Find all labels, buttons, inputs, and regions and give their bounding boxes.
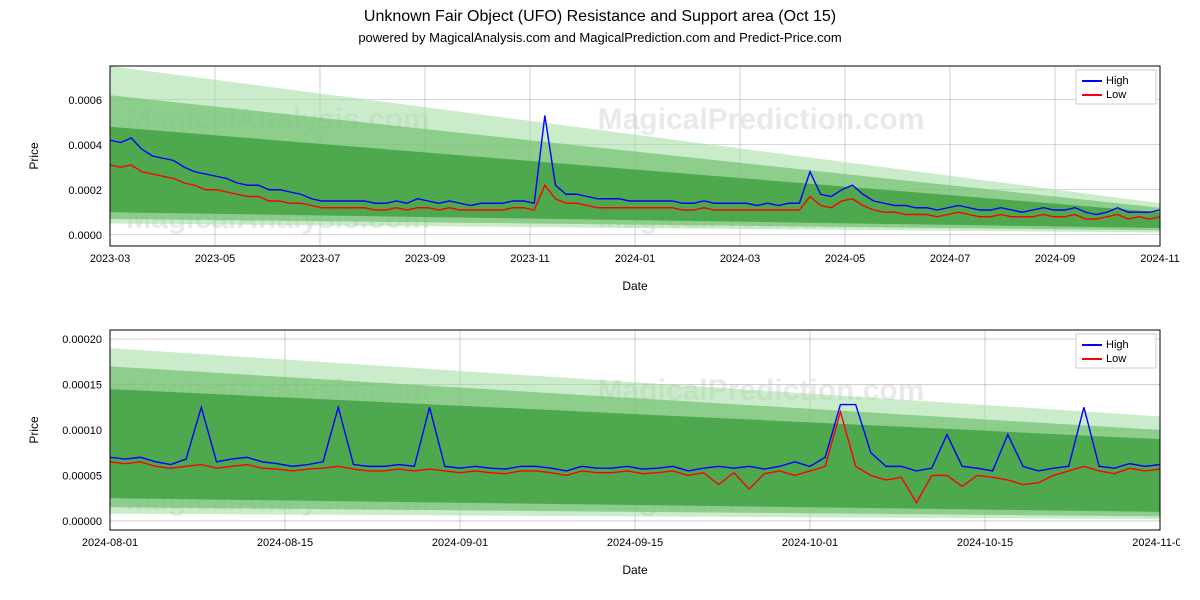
svg-text:Low: Low [1106, 89, 1126, 101]
svg-text:2024-09-15: 2024-09-15 [607, 537, 663, 549]
svg-text:2024-07: 2024-07 [930, 253, 970, 265]
svg-text:0.00015: 0.00015 [62, 380, 102, 392]
page-title: Unknown Fair Object (UFO) Resistance and… [0, 0, 1200, 26]
svg-text:2024-11-01: 2024-11-01 [1132, 537, 1180, 549]
svg-text:Low: Low [1106, 353, 1126, 365]
svg-text:2023-07: 2023-07 [300, 253, 340, 265]
svg-text:0.0004: 0.0004 [68, 140, 102, 152]
svg-text:MagicalPrediction.com: MagicalPrediction.com [598, 103, 925, 136]
svg-text:2024-10-15: 2024-10-15 [957, 537, 1013, 549]
svg-text:2024-08-15: 2024-08-15 [257, 537, 313, 549]
svg-text:2024-09-01: 2024-09-01 [432, 537, 488, 549]
page-subtitle: powered by MagicalAnalysis.com and Magic… [0, 26, 1200, 49]
svg-text:0.00020: 0.00020 [62, 334, 102, 346]
svg-text:Date: Date [622, 563, 648, 577]
chart-bottom: MagicalAnalysis.comMagicalPrediction.com… [20, 320, 1180, 580]
svg-text:High: High [1106, 339, 1129, 351]
svg-text:0.0002: 0.0002 [68, 185, 102, 197]
svg-text:0.00000: 0.00000 [62, 516, 102, 528]
svg-text:Price: Price [27, 416, 41, 444]
svg-text:2023-05: 2023-05 [195, 253, 235, 265]
svg-text:0.0000: 0.0000 [68, 230, 102, 242]
svg-text:2023-03: 2023-03 [90, 253, 130, 265]
svg-text:0.00010: 0.00010 [62, 425, 102, 437]
svg-text:Price: Price [27, 142, 41, 170]
svg-text:2024-09: 2024-09 [1035, 253, 1075, 265]
svg-text:0.00005: 0.00005 [62, 470, 102, 482]
svg-text:2024-01: 2024-01 [615, 253, 655, 265]
svg-text:Date: Date [622, 279, 648, 293]
svg-text:2023-11: 2023-11 [510, 253, 550, 265]
svg-text:High: High [1106, 75, 1129, 87]
svg-text:2023-09: 2023-09 [405, 253, 445, 265]
svg-text:2024-11: 2024-11 [1140, 253, 1180, 265]
svg-text:2024-08-01: 2024-08-01 [82, 537, 138, 549]
svg-text:2024-03: 2024-03 [720, 253, 760, 265]
svg-text:2024-10-01: 2024-10-01 [782, 537, 838, 549]
chart-top: MagicalAnalysis.comMagicalPrediction.com… [20, 56, 1180, 296]
svg-text:0.0006: 0.0006 [68, 95, 102, 107]
svg-text:2024-05: 2024-05 [825, 253, 865, 265]
